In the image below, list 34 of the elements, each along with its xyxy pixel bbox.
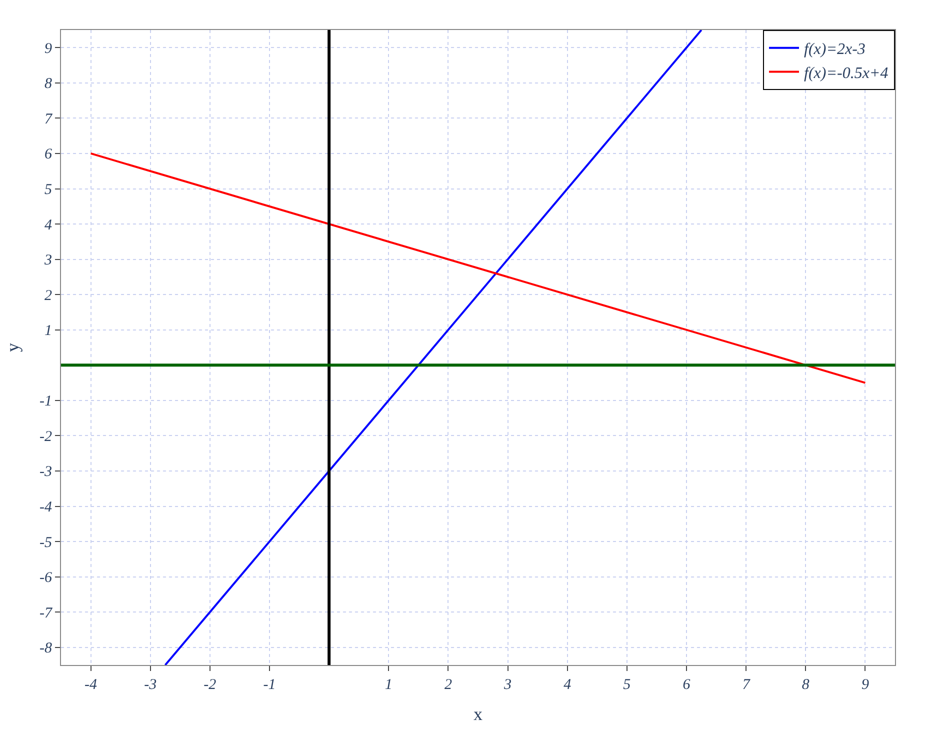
y-axis-title: y (2, 343, 23, 352)
y-tick-label: 8 (44, 76, 52, 92)
y-tick-label: 5 (44, 182, 52, 198)
y-tick-label: 2 (44, 288, 52, 304)
y-tick-label: -8 (40, 640, 52, 657)
y-tick-label: 7 (44, 111, 54, 128)
x-tick-label: 5 (623, 677, 632, 693)
y-tick-label: 9 (44, 40, 52, 57)
x-tick-label: 3 (503, 677, 512, 693)
y-tick-label: -1 (40, 394, 52, 410)
x-tick-label: 8 (802, 677, 810, 693)
y-tick-label: 1 (44, 323, 52, 340)
y-tick-label: -7 (40, 605, 54, 622)
x-tick-label: 4 (564, 677, 572, 693)
legend-label: f(x)=-0.5x+4 (804, 64, 888, 82)
x-tick-label: -3 (144, 677, 157, 693)
x-tick-label: -1 (263, 677, 276, 693)
x-tick-label: 6 (682, 677, 691, 693)
x-tick-label: 2 (444, 677, 452, 693)
y-tick-label: -5 (40, 534, 52, 551)
y-tick-label: -6 (40, 570, 52, 586)
y-tick-label: -4 (40, 500, 52, 516)
x-tick-label: 1 (384, 677, 392, 693)
y-tick-label: 3 (44, 252, 52, 269)
legend-label: f(x)=2x-3 (804, 41, 866, 58)
x-tick-label: -2 (204, 677, 217, 693)
y-tick-label: 4 (44, 217, 52, 234)
x-tick-label: 7 (742, 677, 752, 693)
y-tick-label: -2 (40, 428, 52, 445)
x-tick-label: 9 (861, 677, 870, 693)
y-tick-label: 6 (44, 146, 52, 163)
x-tick-label: -4 (84, 677, 98, 693)
y-tick-label: -3 (40, 464, 52, 480)
x-axis-title: x (474, 704, 482, 724)
